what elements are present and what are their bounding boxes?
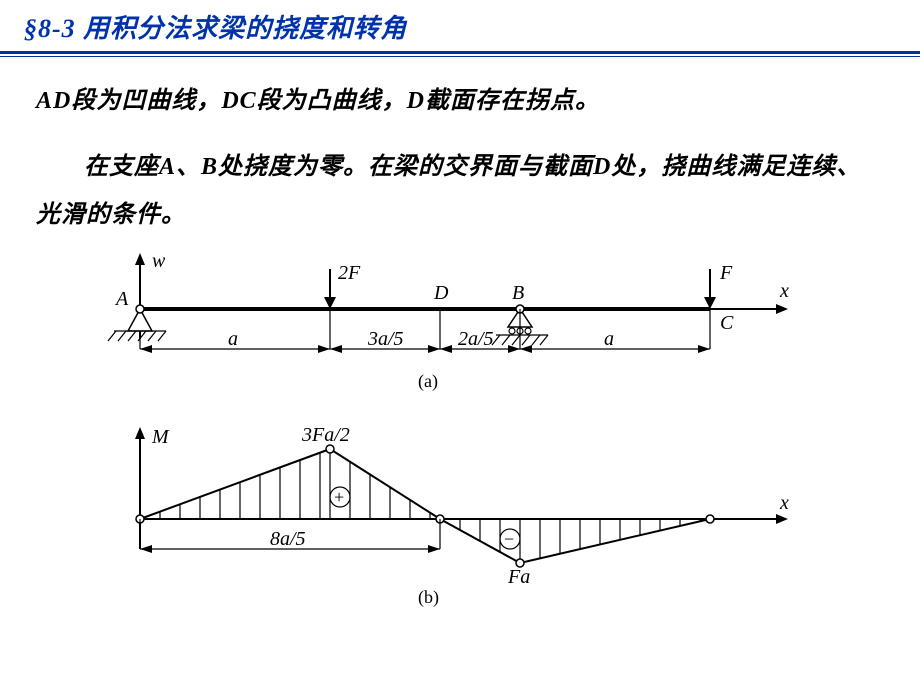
body-text: AD段为凹曲线，DC段为凸曲线，D截面存在拐点。 在支座A、B处挠度为零。在梁的… — [0, 71, 920, 239]
axis-x-label-a: x — [779, 280, 789, 302]
point-D: D — [433, 282, 449, 304]
caption-a: (a) — [418, 371, 438, 392]
dim-8a5: 8a/5 — [270, 528, 306, 550]
dim-3a5: 3a/5 — [367, 328, 404, 350]
dim-a1: a — [228, 328, 238, 350]
header-rule-thick — [0, 51, 920, 54]
axis-w-label: w — [152, 250, 166, 272]
minus-sign: − — [504, 529, 514, 549]
load-F: F — [719, 262, 733, 284]
plus-sign: + — [334, 487, 344, 507]
dim-2a5: 2a/5 — [458, 328, 494, 350]
point-B: B — [512, 282, 524, 304]
figure-a: w x A 2F D B F C a 3a/5 — [80, 249, 840, 409]
peak-pos-label: 3Fa/2 — [301, 424, 350, 446]
paragraph-1: AD段为凹曲线，DC段为凸曲线，D截面存在拐点。 — [36, 77, 884, 125]
header-rule-thin — [0, 56, 920, 57]
caption-b: (b) — [418, 587, 439, 608]
paragraph-2: 在支座A、B处挠度为零。在梁的交界面与截面D处，挠曲线满足连续、光滑的条件。 — [36, 143, 884, 239]
point-C: C — [720, 312, 734, 334]
peak-neg-label: Fa — [507, 566, 530, 588]
load-2F: 2F — [338, 262, 361, 284]
axis-M-label: M — [151, 426, 170, 448]
point-A: A — [114, 288, 129, 310]
figure-b: M x — [80, 419, 840, 609]
dim-a2: a — [604, 328, 614, 350]
axis-x-label-b: x — [779, 492, 789, 514]
section-title: §8-3 用积分法求梁的挠度和转角 — [0, 0, 920, 51]
